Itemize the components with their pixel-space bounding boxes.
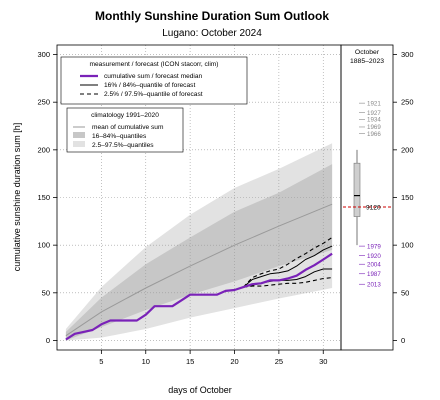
x-axis-label: days of October (168, 385, 232, 395)
climatology-band-16-84 (65, 164, 333, 341)
series-lines (65, 203, 333, 341)
y-tick-label-right: 0 (401, 336, 405, 345)
side-low-year-label: 1987 (367, 271, 381, 278)
legend-swatch-clim-q025-975 (73, 141, 85, 147)
side-high-year-label: 1934 (367, 117, 381, 124)
series-line-q975 (242, 237, 333, 288)
y-tick-label-left: 50 (42, 288, 50, 297)
legend-climatology: climatology 1991–2020 mean of cumulative… (66, 107, 184, 153)
side-high-year-label: 1966 (367, 131, 381, 138)
x-tick-label: 25 (275, 357, 283, 366)
y-tick-label-right: 250 (401, 98, 414, 107)
side-low-year-label: 2013 (367, 281, 381, 288)
y-tick-label-left: 150 (37, 193, 50, 202)
y-tick-label-left: 250 (37, 98, 50, 107)
y-axis-right: 0 50 100 150 200 250 300 (393, 50, 414, 345)
side-low-year-label: 2004 (367, 261, 381, 268)
x-tick-label: 5 (99, 357, 103, 366)
y-axis-left: 0 50 100 150 200 250 300 (37, 50, 57, 345)
y-tick-label-right: 150 (401, 193, 414, 202)
climatology-mean-line (65, 203, 333, 337)
legend-measurement: measurement / forecast (ICON stacorr, cl… (60, 56, 248, 105)
x-axis: 5 10 15 20 25 30 (99, 350, 327, 366)
legend-swatch-clim-q16-84 (73, 132, 85, 138)
x-tick-label: 15 (186, 357, 194, 366)
y-tick-label-left: 200 (37, 145, 50, 154)
side-low-year-label: 1979 (367, 243, 381, 250)
x-tick-label: 20 (230, 357, 238, 366)
side-panel-title-line-2: 1885–2023 (350, 58, 384, 65)
legend-entry-clim-mean: mean of cumulative sum (92, 124, 164, 131)
y-axis-label: cumulative sunshine duration sum [h] (12, 123, 22, 272)
y-tick-label-left: 300 (37, 50, 50, 59)
side-panel-october-climatology: October 1885–2023 1921192719341969196619… (340, 44, 394, 351)
legend-entry-q025-975: 2.5% / 97.5%–quantile of forecast (104, 91, 203, 98)
legend-entry-q16-84: 16% / 84%–quantile of forecast (104, 82, 195, 89)
y-tick-label-left: 100 (37, 241, 50, 250)
legend-entry-median: cumulative sum / forecast median (104, 73, 203, 80)
side-panel-frame (340, 44, 394, 351)
chart-subtitle: Lugano: October 2024 (162, 28, 262, 39)
legend-measurement-title: measurement / forecast (ICON stacorr, cl… (90, 61, 219, 68)
side-high-year-label: 1927 (367, 110, 381, 117)
legend-entry-clim-q025-975: 2.5–97.5%–quantiles (92, 142, 154, 149)
x-tick-label: 30 (319, 357, 327, 366)
x-tick-label: 10 (142, 357, 150, 366)
series-line-q84 (243, 245, 333, 288)
series-line-median (65, 252, 333, 341)
y-tick-label-right: 50 (401, 288, 409, 297)
series-line-q025 (243, 277, 333, 288)
y-tick-label-left: 0 (46, 336, 50, 345)
side-box-iqr (353, 162, 361, 217)
climatology-bands (65, 143, 333, 341)
side-current-year-label: 9120 (366, 205, 381, 212)
y-tick-label-right: 300 (401, 50, 414, 59)
side-high-year-label: 1921 (367, 100, 381, 107)
side-low-year-label: 1920 (367, 253, 381, 260)
side-panel-title-line-1: October (355, 49, 380, 56)
legend-entry-clim-q16-84: 16–84%–quantiles (92, 133, 147, 140)
y-tick-label-right: 100 (401, 241, 414, 250)
legend-climatology-title: climatology 1991–2020 (91, 112, 159, 119)
side-high-year-label: 1969 (367, 124, 381, 131)
chart-title: Monthly Sunshine Duration Sum Outlook (95, 9, 329, 23)
y-tick-label-right: 200 (401, 145, 414, 154)
